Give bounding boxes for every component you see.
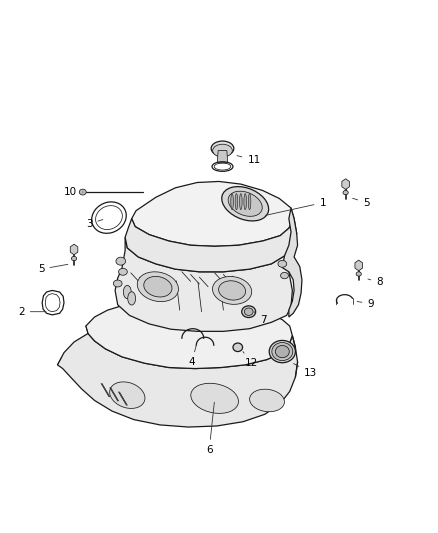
Ellipse shape <box>248 193 251 209</box>
Ellipse shape <box>233 343 243 352</box>
Polygon shape <box>132 181 294 246</box>
Ellipse shape <box>356 272 361 276</box>
Ellipse shape <box>235 193 238 209</box>
Ellipse shape <box>191 383 238 414</box>
Polygon shape <box>70 244 78 255</box>
Ellipse shape <box>242 306 256 318</box>
Ellipse shape <box>240 193 242 209</box>
Polygon shape <box>57 334 297 427</box>
Ellipse shape <box>281 272 288 279</box>
Ellipse shape <box>231 193 233 209</box>
Ellipse shape <box>228 191 262 216</box>
Ellipse shape <box>213 144 232 157</box>
Ellipse shape <box>244 308 253 316</box>
Ellipse shape <box>71 256 77 261</box>
Polygon shape <box>115 237 292 332</box>
Text: 10: 10 <box>64 187 83 197</box>
Ellipse shape <box>110 382 145 408</box>
Text: 4: 4 <box>188 345 197 367</box>
Ellipse shape <box>272 343 293 361</box>
Ellipse shape <box>219 281 246 300</box>
Text: 13: 13 <box>293 364 318 378</box>
Ellipse shape <box>79 189 86 195</box>
Ellipse shape <box>211 141 234 156</box>
Polygon shape <box>86 300 292 368</box>
Polygon shape <box>217 151 228 163</box>
Ellipse shape <box>244 193 247 209</box>
Polygon shape <box>125 219 297 272</box>
Text: 11: 11 <box>237 155 261 165</box>
Text: 1: 1 <box>265 198 326 215</box>
Polygon shape <box>283 208 302 317</box>
Ellipse shape <box>116 257 126 265</box>
Text: 2: 2 <box>18 306 46 317</box>
Ellipse shape <box>128 292 136 305</box>
Ellipse shape <box>343 190 348 195</box>
Ellipse shape <box>212 277 252 304</box>
Text: 5: 5 <box>353 198 370 208</box>
Ellipse shape <box>269 341 295 363</box>
Text: 5: 5 <box>38 264 68 274</box>
Ellipse shape <box>137 272 178 302</box>
Ellipse shape <box>276 345 289 358</box>
Text: 9: 9 <box>357 298 374 309</box>
Ellipse shape <box>278 261 287 267</box>
Polygon shape <box>355 260 363 271</box>
Text: 6: 6 <box>206 402 214 455</box>
Ellipse shape <box>250 389 284 411</box>
Text: 12: 12 <box>243 352 258 368</box>
Text: 7: 7 <box>254 312 267 325</box>
Ellipse shape <box>144 277 172 297</box>
Ellipse shape <box>222 187 268 221</box>
Ellipse shape <box>124 285 131 298</box>
Text: 8: 8 <box>368 278 383 287</box>
Text: 3: 3 <box>86 219 103 229</box>
Ellipse shape <box>113 280 122 287</box>
Polygon shape <box>342 179 350 189</box>
Ellipse shape <box>119 268 127 275</box>
